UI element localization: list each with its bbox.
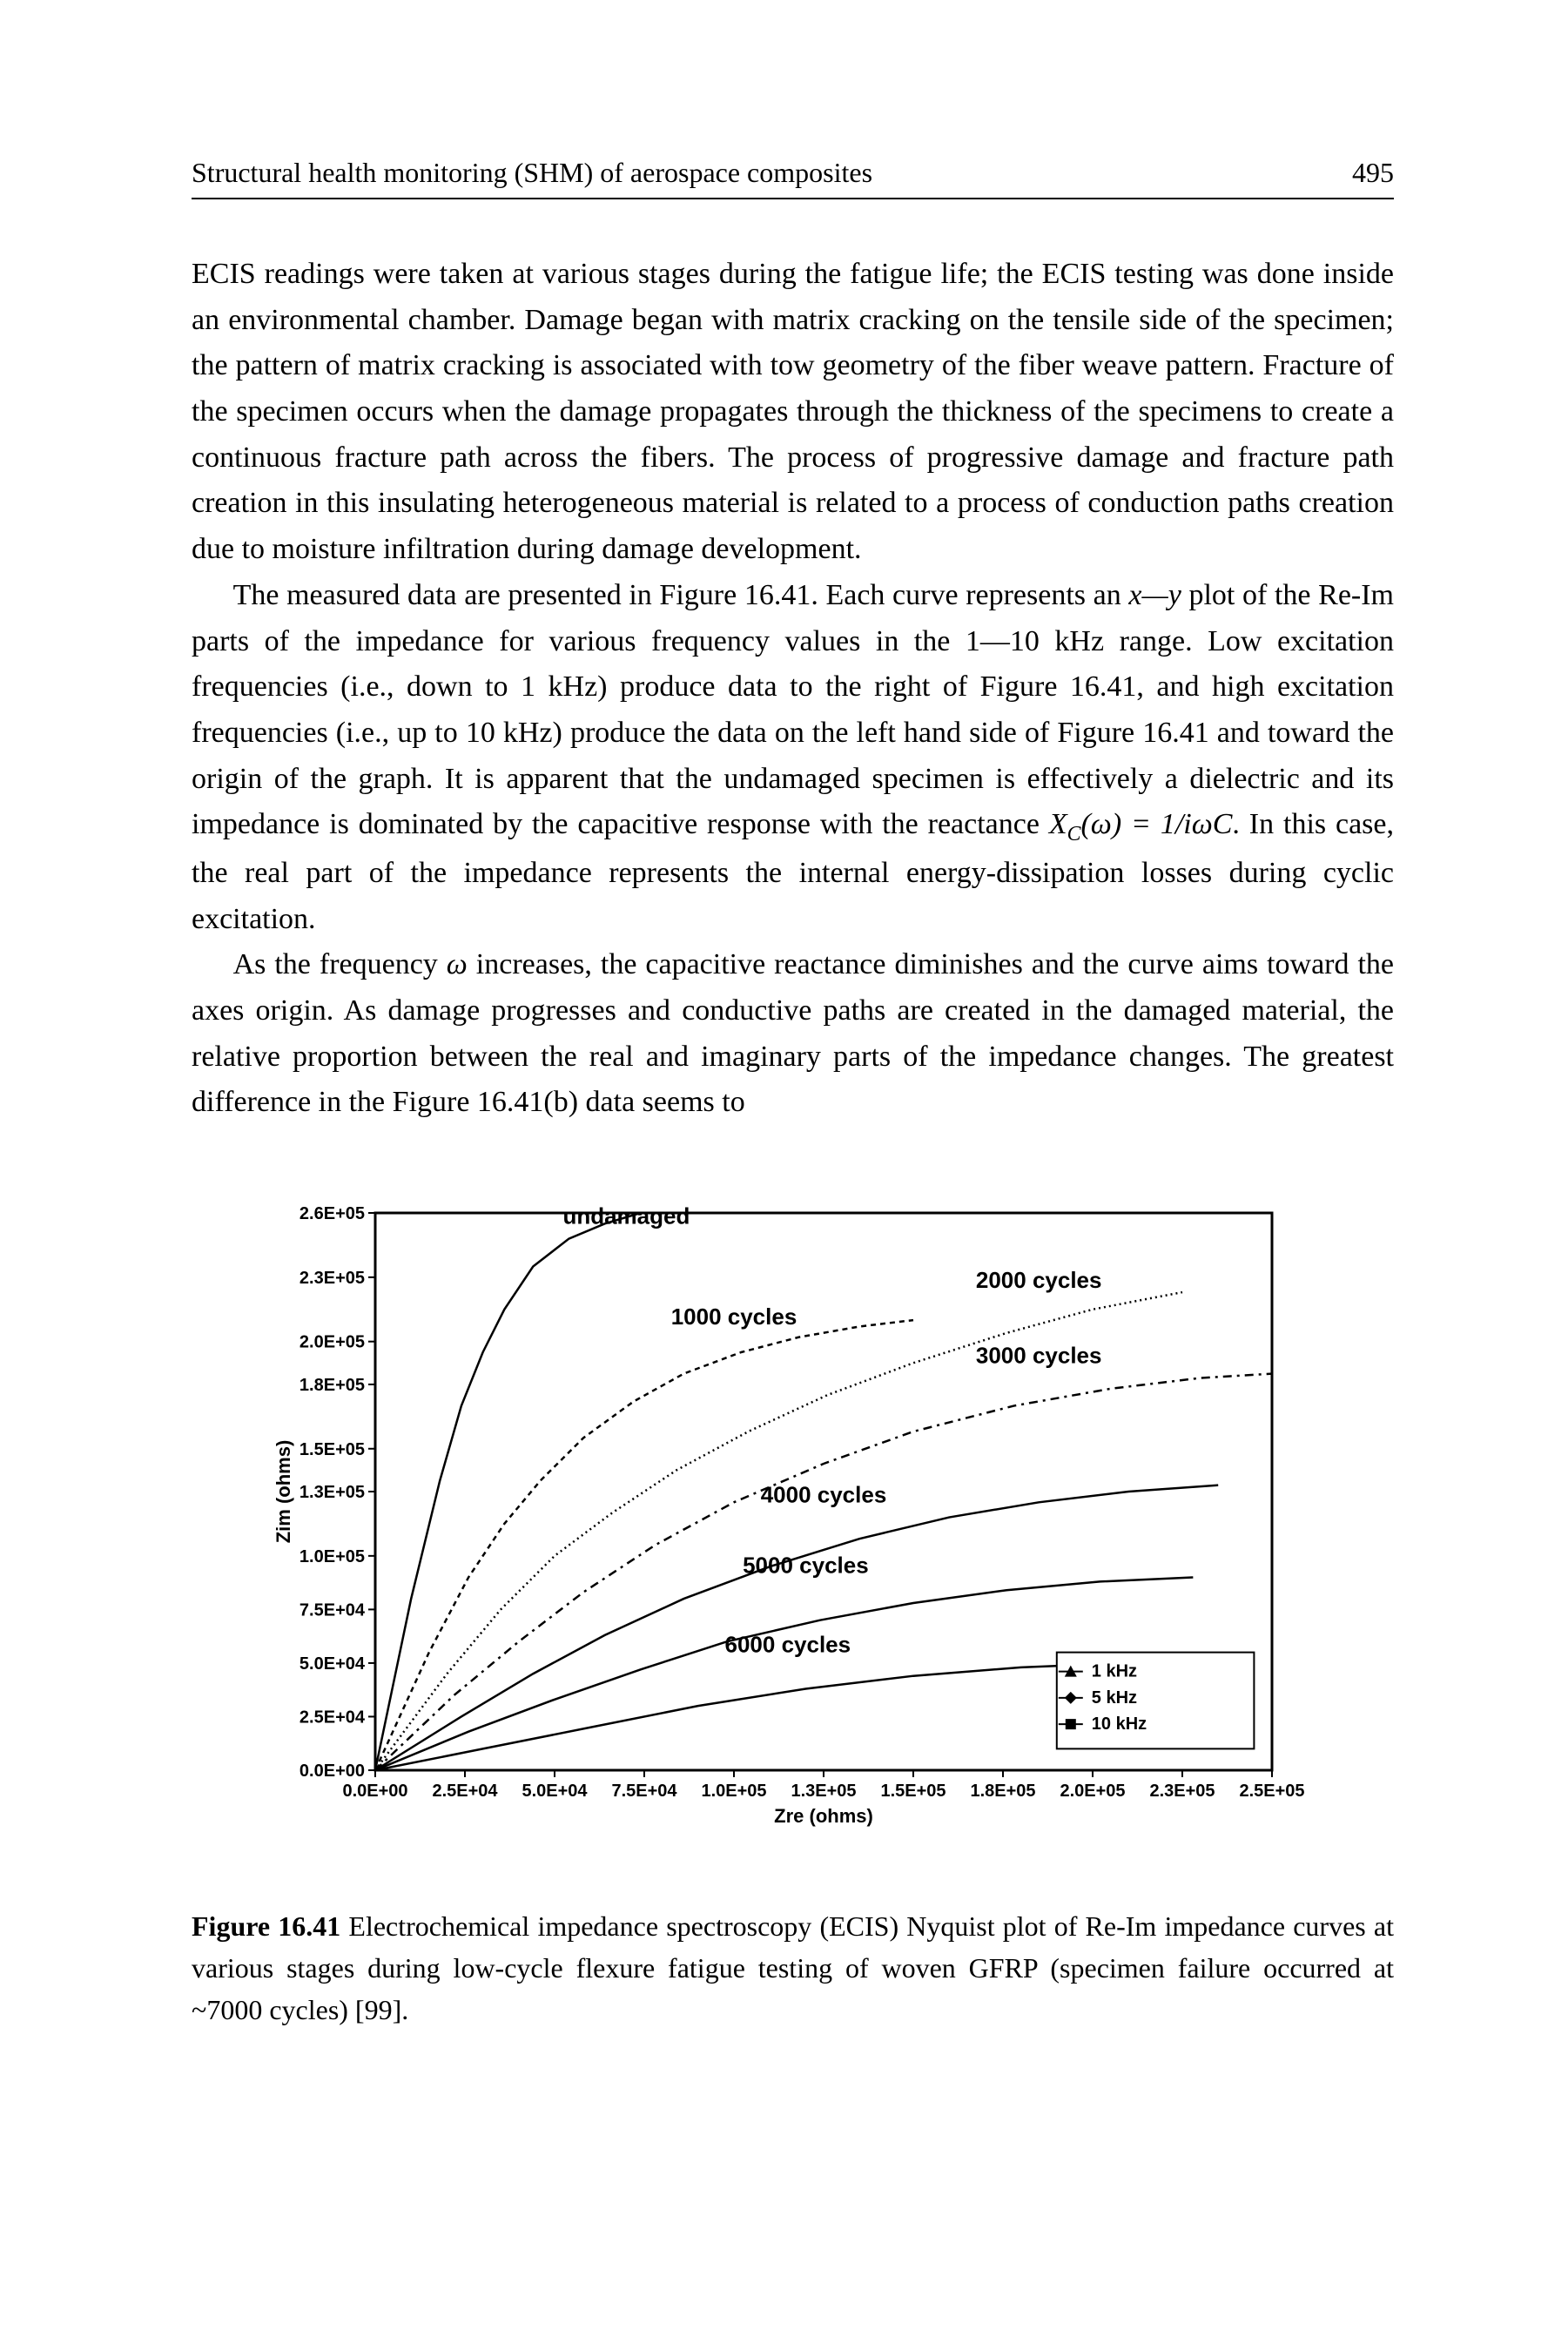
svg-text:1000 cycles: 1000 cycles: [670, 1303, 797, 1330]
math-arg: (ω) = 1/iωC: [1080, 808, 1232, 840]
math-x: X: [1049, 808, 1067, 840]
text-span: plot of the Re-Im parts of the impedance…: [192, 579, 1394, 840]
paragraph-1: ECIS readings were taken at various stag…: [192, 252, 1394, 573]
math-omega: ω: [447, 948, 468, 980]
svg-text:2.0E+05: 2.0E+05: [299, 1333, 364, 1352]
body-text: ECIS readings were taken at various stag…: [192, 252, 1394, 1126]
svg-text:2.3E+05: 2.3E+05: [299, 1269, 364, 1288]
svg-text:2.5E+05: 2.5E+05: [1239, 1782, 1304, 1801]
running-head: Structural health monitoring (SHM) of ae…: [192, 157, 1394, 199]
figure-16-41: 0.0E+00 2.5E+04 5.0E+04 7.5E+04 1.0E+05 1.3E+…: [192, 1187, 1394, 2031]
svg-text:3000 cycles: 3000 cycles: [975, 1342, 1101, 1368]
svg-text:1.0E+05: 1.0E+05: [701, 1782, 766, 1801]
svg-text:1.5E+05: 1.5E+05: [299, 1440, 364, 1459]
svg-text:2.6E+05: 2.6E+05: [299, 1204, 364, 1223]
text-span: As the frequency: [233, 948, 447, 980]
figure-caption-text: Electrochemical impedance spectroscopy (…: [192, 1910, 1394, 2025]
svg-text:1.8E+05: 1.8E+05: [299, 1376, 364, 1395]
svg-text:5000 cycles: 5000 cycles: [743, 1553, 869, 1579]
svg-text:Zre (ohms): Zre (ohms): [774, 1805, 873, 1827]
svg-text:undamaged: undamaged: [562, 1202, 690, 1229]
svg-text:2.0E+05: 2.0E+05: [1060, 1782, 1125, 1801]
page: { "header": { "running_title": "Structur…: [0, 0, 1568, 2351]
svg-text:2.5E+04: 2.5E+04: [299, 1708, 365, 1728]
svg-text:6000 cycles: 6000 cycles: [724, 1632, 851, 1658]
svg-text:7.5E+04: 7.5E+04: [299, 1600, 365, 1620]
svg-text:1.5E+05: 1.5E+05: [880, 1782, 946, 1801]
paragraph-3: As the frequency ω increases, the capaci…: [192, 942, 1394, 1126]
svg-text:2.3E+05: 2.3E+05: [1149, 1782, 1215, 1801]
svg-text:0.0E+00: 0.0E+00: [342, 1782, 407, 1801]
figure-caption: Figure 16.41 Electrochemical impedance s…: [192, 1905, 1394, 2031]
svg-text:1.3E+05: 1.3E+05: [299, 1483, 364, 1502]
svg-text:5.0E+04: 5.0E+04: [522, 1782, 588, 1801]
svg-text:10 kHz: 10 kHz: [1091, 1714, 1146, 1734]
svg-text:2000 cycles: 2000 cycles: [975, 1267, 1101, 1293]
running-title: Structural health monitoring (SHM) of ae…: [192, 157, 872, 189]
math-xy: x—y: [1128, 579, 1181, 611]
nyquist-chart: 0.0E+00 2.5E+04 5.0E+04 7.5E+04 1.0E+05 1.3E+…: [271, 1187, 1316, 1866]
figure-label: Figure 16.41: [192, 1910, 340, 1942]
svg-text:5.0E+04: 5.0E+04: [299, 1654, 365, 1674]
svg-text:5 kHz: 5 kHz: [1091, 1688, 1136, 1708]
math-c-sub: C: [1067, 823, 1081, 845]
svg-text:1 kHz: 1 kHz: [1091, 1662, 1136, 1681]
text-span: The measured data are presented in Figur…: [233, 579, 1129, 611]
svg-text:1.0E+05: 1.0E+05: [299, 1547, 364, 1566]
svg-text:0.0E+00: 0.0E+00: [299, 1762, 364, 1781]
svg-text:7.5E+04: 7.5E+04: [611, 1782, 677, 1801]
svg-text:Zim (ohms): Zim (ohms): [273, 1440, 294, 1544]
svg-text:1.8E+05: 1.8E+05: [970, 1782, 1035, 1801]
svg-text:4000 cycles: 4000 cycles: [760, 1481, 886, 1507]
svg-text:2.5E+04: 2.5E+04: [432, 1782, 498, 1801]
paragraph-2: The measured data are presented in Figur…: [192, 573, 1394, 942]
svg-text:1.3E+05: 1.3E+05: [791, 1782, 856, 1801]
page-number: 495: [1352, 157, 1394, 189]
